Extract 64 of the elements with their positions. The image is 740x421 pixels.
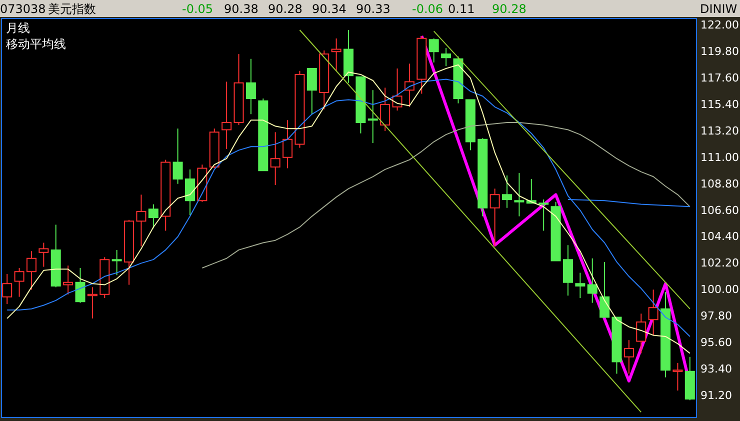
y-tick-label: 91.20 — [700, 388, 732, 402]
text: DINIW — [700, 2, 738, 16]
candlestick — [136, 194, 146, 247]
y-tick-label: 95.60 — [700, 336, 732, 349]
candlestick — [246, 58, 256, 115]
candlestick — [562, 244, 573, 296]
candlestick — [75, 267, 86, 304]
candlestick — [112, 249, 122, 276]
text: 移动平均线 — [6, 37, 66, 51]
text: 90.28 — [268, 2, 302, 16]
candlestick — [392, 68, 402, 112]
candlestick — [575, 272, 586, 299]
text: -0.05 — [182, 2, 214, 16]
candlestick — [648, 289, 658, 336]
candlestick — [624, 340, 634, 374]
candlestick — [38, 242, 49, 268]
candlestick — [14, 267, 24, 298]
candlestick — [428, 38, 439, 63]
candlestick — [331, 38, 342, 72]
text: 90.34 — [312, 2, 346, 16]
y-tick-label: 115.40 — [700, 98, 739, 112]
candlestick — [636, 313, 646, 354]
candlestick — [490, 188, 500, 247]
text: -0.06 — [412, 2, 444, 16]
y-tick-label: 113.20 — [700, 124, 739, 138]
text: 0.11 — [448, 2, 475, 16]
y-tick-label: 106.60 — [700, 204, 739, 217]
y-tick-label: 108.80 — [700, 177, 739, 190]
text: 90.28 — [492, 2, 526, 16]
candlestick — [148, 204, 158, 229]
y-tick-label: 111.00 — [700, 150, 739, 164]
candlestick — [404, 63, 414, 108]
candlestick — [441, 48, 452, 67]
text: 90.38 — [224, 2, 258, 16]
y-tick-label: 102.20 — [700, 256, 739, 270]
candlestick — [380, 87, 390, 132]
candlestick — [514, 172, 524, 217]
y-tick-label: 117.60 — [700, 72, 739, 85]
candlestick — [184, 168, 195, 216]
y-tick-label: 122.00 — [700, 18, 739, 32]
candlestick — [600, 261, 610, 318]
candlestick — [538, 198, 549, 232]
y-tick-label: 97.80 — [700, 310, 732, 323]
candlestick — [672, 362, 683, 392]
candlestick — [87, 286, 98, 319]
candlestick — [306, 68, 317, 115]
text: 美元指数 — [48, 2, 96, 16]
candlestick — [63, 265, 74, 295]
candlestick — [270, 132, 280, 186]
y-tick-label: 100.00 — [700, 283, 739, 296]
text: 073038 — [0, 2, 46, 16]
y-tick-label: 119.80 — [700, 45, 739, 58]
chart-title: 月线 — [6, 21, 30, 35]
candlestick — [587, 258, 598, 304]
candlestick — [282, 120, 293, 169]
candlestick — [172, 128, 183, 184]
text: 90.33 — [356, 2, 390, 16]
candlestick — [26, 250, 36, 290]
candlestick — [368, 90, 378, 144]
line-series — [202, 122, 690, 268]
y-tick-label: 104.40 — [700, 230, 739, 244]
candlestick — [222, 81, 232, 150]
candlestick — [502, 174, 512, 208]
y-tick-label: 93.40 — [700, 362, 732, 376]
